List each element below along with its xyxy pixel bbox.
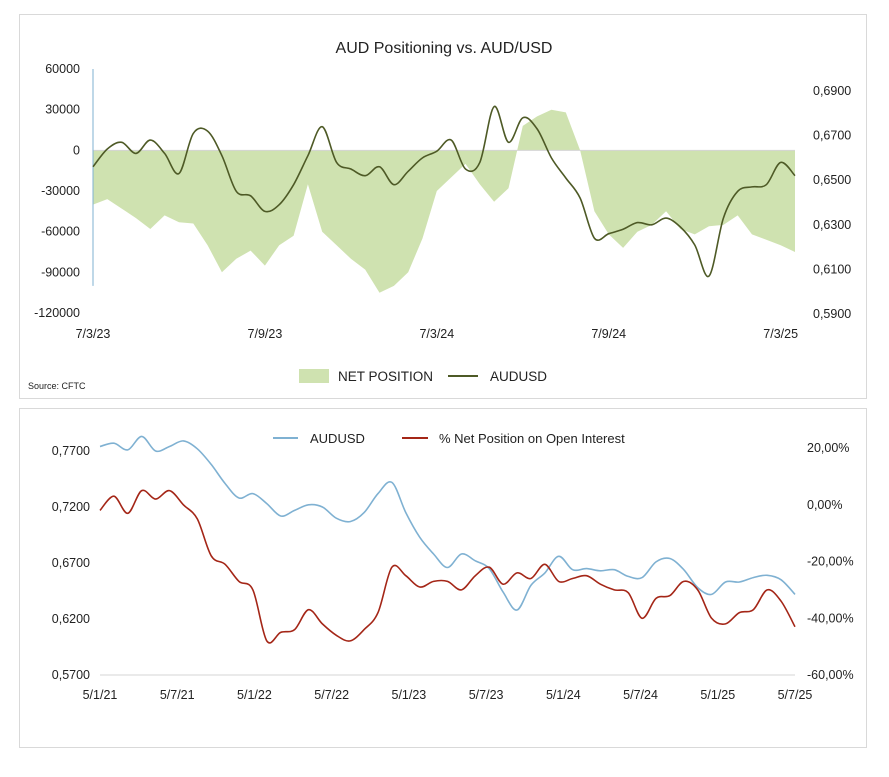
left-axis-ticks: 0,7700 0,7200 0,6700 0,6200 0,5700	[52, 444, 90, 682]
right-axis-ticks: 20,00% 0,00% -20,00% -40,00% -60,00%	[807, 441, 854, 682]
aud-positioning-chart: AUD Positioning vs. AUD/USD 60000 30000 0 -…	[28, 40, 851, 391]
right-tick-label: -40,00%	[807, 611, 854, 625]
audusd-line	[99, 435, 796, 611]
left-tick-label: 0	[73, 143, 80, 157]
left-tick-label: 0,6200	[52, 612, 90, 626]
right-tick-label: 0,00%	[807, 498, 842, 512]
left-tick-label: -60000	[41, 225, 80, 239]
x-tick-label: 5/1/23	[392, 688, 427, 702]
right-tick-label: 0,6100	[813, 262, 851, 276]
legend: AUDUSD % Net Position on Open Interest	[273, 431, 625, 446]
legend-net-position-label: NET POSITION	[338, 369, 433, 384]
net-position-area	[93, 109, 795, 293]
x-tick-label: 5/1/24	[546, 688, 581, 702]
net-percent-line	[99, 489, 796, 644]
x-tick-label: 5/7/22	[314, 688, 349, 702]
left-tick-label: -120000	[34, 306, 80, 320]
right-axis-ticks: 0,6900 0,6700 0,6500 0,6300 0,6100 0,5900	[813, 84, 851, 321]
x-tick-label: 7/9/24	[591, 327, 626, 341]
audusd-line	[92, 105, 796, 278]
left-tick-label: 0,7700	[52, 444, 90, 458]
legend: NET POSITION AUDUSD	[299, 369, 547, 384]
left-axis-ticks: 60000 30000 0 -30000 -60000 -90000 -120000	[34, 62, 80, 320]
legend-audusd-label: AUDUSD	[490, 369, 547, 384]
left-tick-label: 0,6700	[52, 556, 90, 570]
x-axis-ticks: 5/1/21 5/7/21 5/1/22 5/7/22 5/1/23 5/7/23 5/1/…	[83, 688, 813, 702]
x-tick-label: 5/7/25	[778, 688, 813, 702]
x-tick-label: 5/7/24	[623, 688, 658, 702]
right-tick-label: 20,00%	[807, 441, 849, 455]
legend-audusd-label: AUDUSD	[310, 431, 365, 446]
x-tick-label: 5/1/22	[237, 688, 272, 702]
left-tick-label: 0,7200	[52, 500, 90, 514]
net-position-open-interest-chart: AUDUSD % Net Position on Open Interest 0…	[52, 431, 854, 702]
x-tick-label: 7/3/24	[419, 327, 454, 341]
x-tick-label: 7/9/23	[248, 327, 283, 341]
source-note: Source: CFTC	[28, 381, 86, 391]
left-tick-label: 30000	[45, 103, 80, 117]
x-tick-label: 5/7/21	[160, 688, 195, 702]
right-tick-label: 0,6300	[813, 218, 851, 232]
right-tick-label: 0,6500	[813, 173, 851, 187]
left-tick-label: -90000	[41, 265, 80, 279]
right-tick-label: -20,00%	[807, 555, 854, 569]
aud-positioning-chart-panel: AUD Positioning vs. AUD/USD 60000 30000 0 -…	[19, 14, 867, 399]
x-tick-label: 7/3/23	[76, 327, 111, 341]
left-tick-label: 60000	[45, 62, 80, 76]
legend-net-position-swatch	[299, 369, 329, 383]
chart-title: AUD Positioning vs. AUD/USD	[336, 40, 553, 57]
x-axis-ticks: 7/3/23 7/9/23 7/3/24 7/9/24 7/3/25	[76, 327, 798, 341]
right-tick-label: 0,6700	[813, 129, 851, 143]
x-tick-label: 5/7/23	[469, 688, 504, 702]
x-tick-label: 7/3/25	[763, 327, 798, 341]
right-tick-label: 0,5900	[813, 307, 851, 321]
legend-net-percent-label: % Net Position on Open Interest	[439, 431, 625, 446]
left-tick-label: -30000	[41, 184, 80, 198]
left-tick-label: 0,5700	[52, 668, 90, 682]
x-tick-label: 5/1/21	[83, 688, 118, 702]
net-position-open-interest-chart-panel: AUDUSD % Net Position on Open Interest 0…	[19, 408, 867, 748]
right-tick-label: -60,00%	[807, 668, 854, 682]
right-tick-label: 0,6900	[813, 84, 851, 98]
x-tick-label: 5/1/25	[700, 688, 735, 702]
